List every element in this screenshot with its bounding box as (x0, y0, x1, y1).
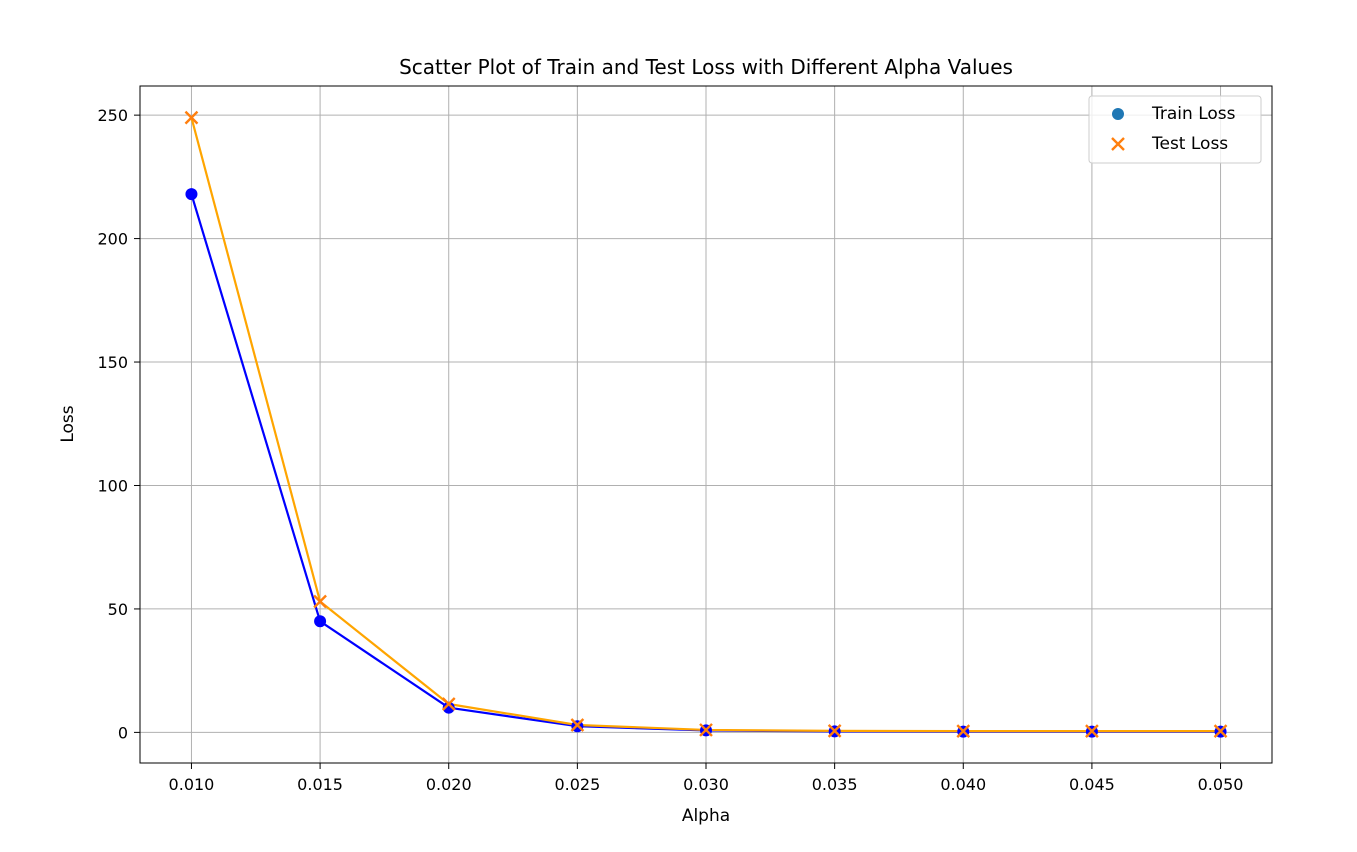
x-tick-label: 0.035 (812, 775, 858, 794)
x-tick-label: 0.030 (683, 775, 729, 794)
x-tick-label: 0.040 (940, 775, 986, 794)
legend-train-loss-label: Train Loss (1151, 104, 1236, 124)
ticks: 0.010 0.015 0.020 0.025 0.030 0.035 0.040 0.045… (97, 106, 1243, 794)
y-tick-label: 0 (118, 723, 128, 742)
x-tick-label: 0.025 (554, 775, 600, 794)
test-loss-point (1213, 724, 1228, 738)
x-tick-label: 0.045 (1069, 775, 1115, 794)
test-loss-point (441, 697, 456, 711)
y-tick-label: 250 (97, 106, 128, 125)
train-loss-point (185, 188, 198, 201)
x-tick-label: 0.050 (1198, 775, 1244, 794)
x-axis-label: Alpha (682, 806, 730, 826)
x-tick-label: 0.020 (426, 775, 472, 794)
series-markers (184, 110, 1228, 738)
train-loss-point (442, 701, 455, 714)
test-loss-point (699, 723, 713, 737)
test-loss-point (184, 110, 199, 125)
legend-box (1088, 95, 1262, 164)
y-axis-label: Loss (58, 405, 78, 442)
test-loss-point (1085, 724, 1099, 738)
train-loss-point (314, 615, 327, 628)
test-loss-point (956, 724, 971, 738)
x-tick-label: 0.010 (169, 775, 215, 794)
legend-test-loss-marker (1111, 137, 1125, 151)
test-loss-point (313, 594, 327, 609)
y-tick-label: 200 (97, 230, 128, 249)
legend-train-loss-marker (1112, 108, 1124, 120)
x-tick-label: 0.015 (297, 775, 343, 794)
test-loss-point (570, 718, 585, 732)
legend: Train Loss Test Loss (1088, 95, 1262, 164)
chart-title: Scatter Plot of Train and Test Loss with… (399, 55, 1013, 79)
legend-test-loss-label: Test Loss (1151, 134, 1228, 154)
y-tick-label: 50 (108, 600, 128, 619)
y-tick-label: 100 (97, 476, 128, 495)
y-tick-label: 150 (97, 353, 128, 372)
test-loss-point (827, 724, 842, 738)
